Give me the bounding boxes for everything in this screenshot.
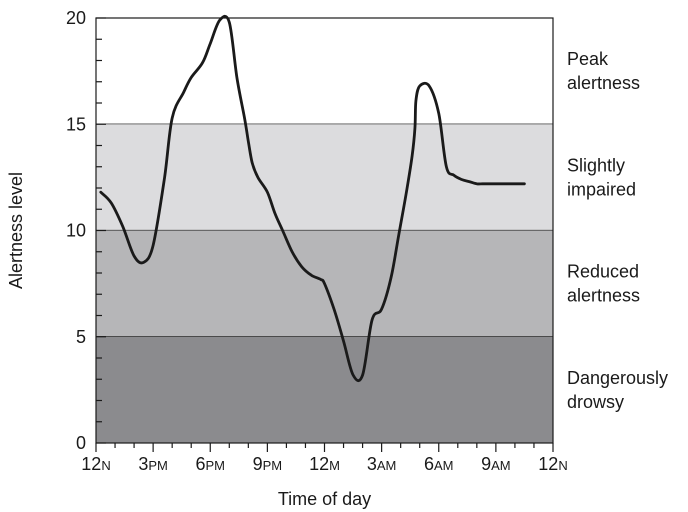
x-tick-label: 12N [538,454,567,474]
y-tick-label: 10 [66,221,86,241]
y-tick-label: 5 [76,327,86,347]
x-tick-label: 9AM [481,454,511,474]
zone-label-0: Peak alertness [567,49,640,93]
x-tick-label: 6AM [424,454,454,474]
zone-label-3: Dangerously drowsy [567,368,668,412]
x-tick-label: 3PM [138,454,168,474]
zone-band-1 [96,124,553,231]
series-line-0 [99,14,526,382]
y-axis-title: Alertness level [6,172,26,289]
x-axis-title: Time of day [278,489,371,509]
x-tick-label: 12M [309,454,340,474]
zone-label-2: Reduced alertness [567,262,640,306]
x-tick-label: 9PM [253,454,283,474]
zone-labels: Peak alertness Slightly impaired Reduced aler… [567,49,668,412]
y-axis-ticks: 0 5 10 15 20 [66,8,106,453]
zone-band-3 [96,336,553,443]
zone-label-1: Slightly impaired [567,155,636,199]
x-tick-label: 6PM [195,454,225,474]
zone-bands [96,18,553,443]
y-tick-label: 15 [66,114,86,134]
y-tick-label: 0 [76,433,86,453]
x-axis-ticks: 12N 3PM 6PM 9PM 12M 3AM 6AM 9AM 12N [81,443,568,474]
zone-band-0 [96,18,553,125]
y-tick-label: 20 [66,8,86,28]
series-lines [99,14,526,382]
x-tick-label: 3AM [367,454,397,474]
x-tick-label: 12N [81,454,110,474]
